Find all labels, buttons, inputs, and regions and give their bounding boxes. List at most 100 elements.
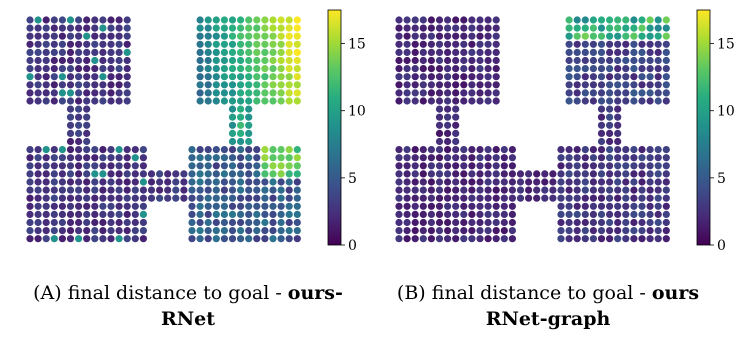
data-point — [419, 56, 427, 65]
data-point — [646, 24, 654, 32]
data-point — [662, 48, 670, 57]
data-point — [285, 89, 293, 97]
data-point — [91, 218, 99, 227]
data-point — [573, 210, 581, 218]
data-point — [293, 154, 301, 162]
data-point — [403, 48, 411, 57]
data-point — [460, 24, 468, 32]
data-point — [395, 154, 403, 162]
data-point — [614, 32, 622, 40]
data-point — [654, 210, 662, 218]
data-point — [139, 162, 147, 170]
data-point — [66, 56, 75, 65]
data-point — [411, 162, 419, 170]
data-point — [204, 170, 212, 178]
data-point — [66, 81, 75, 89]
data-point — [411, 178, 419, 186]
data-point — [42, 73, 50, 81]
data-point — [508, 227, 516, 235]
data-point — [99, 81, 107, 89]
data-point — [435, 89, 444, 97]
data-point — [411, 218, 419, 227]
data-point — [107, 97, 115, 105]
data-point — [75, 218, 83, 227]
data-point — [589, 73, 597, 81]
data-point — [212, 32, 220, 40]
data-point — [228, 218, 237, 227]
data-point — [435, 32, 444, 40]
data-point — [75, 194, 83, 202]
data-point — [58, 73, 66, 81]
data-point — [293, 97, 301, 105]
data-point — [452, 24, 460, 32]
data-point — [492, 40, 500, 48]
data-point — [107, 154, 115, 162]
data-point — [484, 162, 492, 170]
data-point — [581, 218, 589, 227]
data-point — [427, 48, 435, 57]
data-point — [196, 235, 204, 243]
data-point — [123, 218, 131, 227]
data-point — [500, 218, 508, 227]
data-point — [196, 218, 204, 227]
data-point — [589, 56, 597, 65]
data-point — [468, 65, 476, 73]
data-point — [285, 170, 293, 178]
data-point — [83, 178, 91, 186]
data-point — [245, 40, 253, 48]
data-point — [50, 81, 58, 89]
data-point — [83, 65, 91, 73]
data-point — [75, 24, 83, 32]
data-point — [123, 146, 131, 154]
data-point — [435, 113, 444, 121]
data-point — [508, 218, 516, 227]
data-point — [614, 113, 622, 121]
data-point — [646, 154, 654, 162]
data-point — [269, 162, 277, 170]
data-point — [395, 235, 403, 243]
data-point — [622, 65, 630, 73]
data-point — [573, 194, 581, 202]
data-point — [662, 235, 670, 243]
data-point — [253, 73, 261, 81]
data-point — [107, 24, 115, 32]
data-point — [581, 162, 589, 170]
data-point — [573, 227, 581, 235]
data-point — [614, 105, 622, 113]
data-point — [220, 186, 228, 194]
data-point — [476, 227, 484, 235]
data-point — [541, 194, 549, 202]
data-point — [403, 154, 411, 162]
data-point — [492, 48, 500, 57]
data-point — [606, 32, 614, 40]
data-point — [66, 194, 75, 202]
data-point — [622, 73, 630, 81]
data-point — [452, 81, 460, 89]
data-point — [228, 162, 237, 170]
data-point — [597, 210, 606, 218]
data-point — [172, 186, 180, 194]
data-point — [237, 113, 245, 121]
data-point — [293, 89, 301, 97]
data-point — [622, 16, 630, 24]
data-point — [196, 146, 204, 154]
data-point — [83, 113, 91, 121]
data-point — [204, 48, 212, 57]
data-point — [622, 227, 630, 235]
data-point — [476, 218, 484, 227]
data-point — [565, 178, 573, 186]
data-point — [115, 210, 123, 218]
data-point — [508, 210, 516, 218]
data-point — [212, 194, 220, 202]
data-point — [237, 235, 245, 243]
data-point — [237, 227, 245, 235]
data-point — [212, 235, 220, 243]
data-point — [293, 24, 301, 32]
data-point — [444, 178, 452, 186]
data-point — [42, 32, 50, 40]
data-point — [131, 186, 139, 194]
data-point — [403, 218, 411, 227]
data-point — [66, 235, 75, 243]
data-point — [99, 73, 107, 81]
caption-b-bold2: RNet-graph — [485, 308, 611, 330]
